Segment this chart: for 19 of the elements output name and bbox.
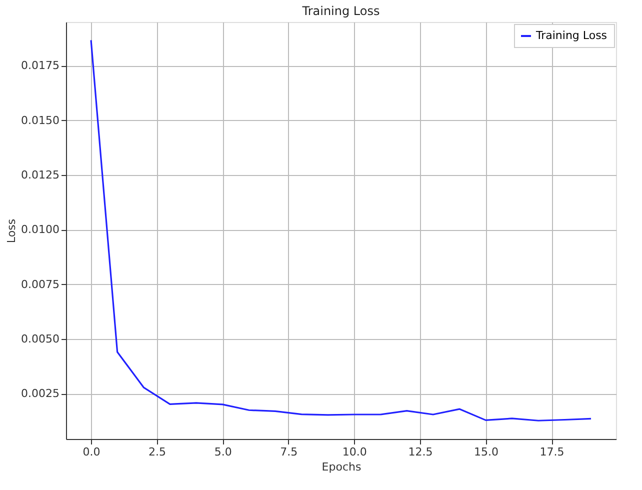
- y-tick-label: 0.0075: [21, 278, 60, 291]
- x-tick-label: 10.0: [342, 446, 367, 458]
- y-tick-label: 0.0100: [21, 223, 60, 236]
- legend-label: Training Loss: [535, 29, 608, 42]
- y-tick-label: 0.0150: [21, 114, 60, 127]
- y-tick-label: 0.0175: [21, 59, 60, 72]
- x-axis-title: Epochs: [322, 460, 362, 474]
- x-tick-label: 0.0: [82, 446, 100, 458]
- x-tick-label: 5.0: [214, 446, 232, 458]
- x-tick-label: 17.5: [540, 446, 564, 458]
- x-tick-label: 12.5: [408, 446, 433, 458]
- x-tick-label: 15.0: [474, 446, 498, 458]
- y-axis-title: Loss: [5, 218, 18, 244]
- y-tick-label: 0.0050: [21, 332, 60, 346]
- x-tick-label: 2.5: [148, 446, 166, 458]
- chart-title: Training Loss: [301, 4, 380, 18]
- y-tick-label: 0.0025: [21, 387, 60, 400]
- y-tick-label: 0.0125: [21, 168, 60, 182]
- x-tick-label: 7.5: [280, 446, 298, 458]
